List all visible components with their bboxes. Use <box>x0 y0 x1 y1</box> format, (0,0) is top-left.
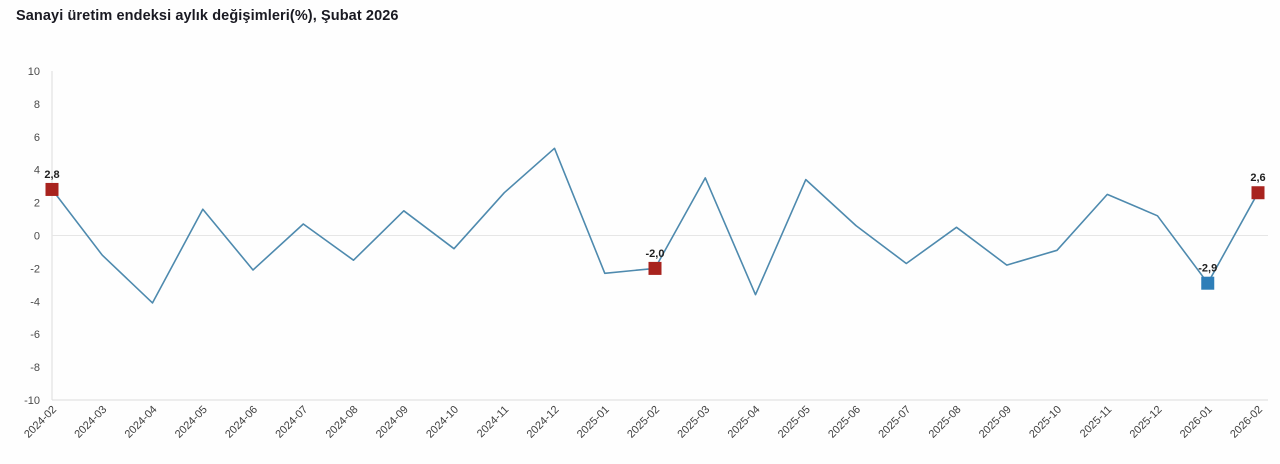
x-axis-tick-label: 2024-03 <box>72 404 109 441</box>
data-point-label: 2,8 <box>44 169 59 181</box>
x-axis-tick-label: 2024-11 <box>475 404 511 440</box>
y-axis-tick-label: 0 <box>34 231 40 243</box>
chart-title: Sanayi üretim endeksi aylık değişimleri(… <box>16 8 399 24</box>
x-axis-tick-label: 2025-01 <box>575 404 612 441</box>
y-axis-tick-label: -4 <box>30 296 40 308</box>
x-axis-tick-label: 2024-05 <box>173 404 210 441</box>
x-axis-tick-label: 2026-02 <box>1228 404 1265 441</box>
x-axis-tick-label: 2024-08 <box>324 404 361 441</box>
x-axis-tick-label: 2024-04 <box>123 404 160 441</box>
x-axis-tick-label: 2025-06 <box>826 404 863 441</box>
y-axis-tick-label: 10 <box>28 66 40 78</box>
x-axis-tick-label: 2025-03 <box>675 404 712 441</box>
x-axis-tick-label: 2025-05 <box>776 404 813 441</box>
y-axis-tick-label: 8 <box>34 99 40 111</box>
x-axis-tick-label: 2024-06 <box>223 404 260 441</box>
y-axis-tick-label: 2 <box>34 198 40 210</box>
x-axis-tick-label: 2024-10 <box>424 404 461 441</box>
x-axis-tick-label: 2025-11 <box>1078 404 1114 440</box>
x-axis-tick-label: 2024-02 <box>22 404 59 441</box>
y-axis-tick-label: -8 <box>30 362 40 374</box>
x-axis-tick-label: 2025-04 <box>726 404 763 441</box>
x-axis-tick-label: 2025-12 <box>1128 404 1165 441</box>
x-axis-tick-label: 2024-12 <box>525 404 562 441</box>
series-line <box>51 147 1259 304</box>
y-axis-tick-label: -6 <box>30 329 40 341</box>
data-point-marker[interactable] <box>648 261 662 275</box>
x-axis-tick-label: 2025-02 <box>625 404 662 441</box>
x-axis-tick-label: 2025-09 <box>977 404 1014 441</box>
data-point-label: -2,0 <box>646 248 665 260</box>
x-axis-tick-label: 2026-01 <box>1178 404 1215 441</box>
y-axis-tick-label: -10 <box>24 395 40 407</box>
y-axis-tick-label: -2 <box>30 263 40 275</box>
x-axis-tick-label: 2024-09 <box>374 404 411 441</box>
x-axis-tick-label: 2024-07 <box>273 404 310 441</box>
data-point-label: -2,9 <box>1198 263 1217 275</box>
y-axis-tick-label: 4 <box>34 165 40 177</box>
x-axis-tick-label: 2025-07 <box>876 404 913 441</box>
data-point-label: 2,6 <box>1250 172 1265 184</box>
x-axis-tick-label: 2025-08 <box>927 404 964 441</box>
data-point-marker[interactable] <box>1201 276 1215 290</box>
x-axis-tick-label: 2025-10 <box>1027 404 1064 441</box>
data-point-marker[interactable] <box>1251 186 1265 200</box>
y-axis-tick-label: 6 <box>34 132 40 144</box>
data-point-marker[interactable] <box>45 182 59 196</box>
